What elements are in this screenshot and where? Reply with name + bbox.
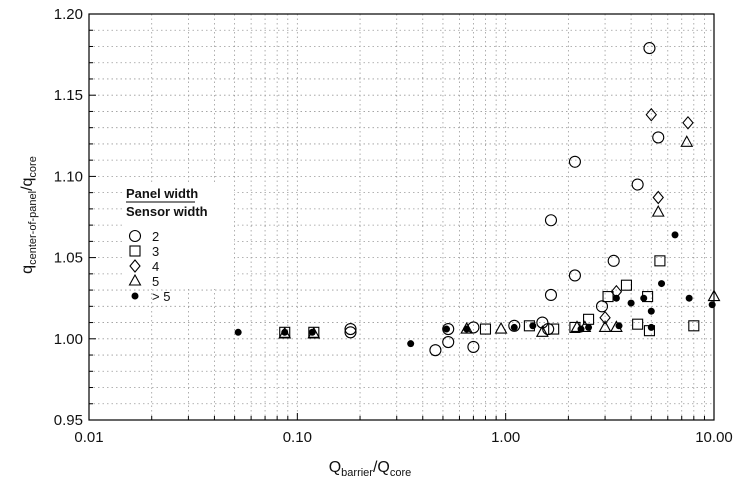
data-point-square [620,279,633,291]
y-tick-label: 1.20 [54,6,83,23]
data-point-dot [281,328,289,336]
legend-title-line1: Panel width [126,186,198,201]
data-point-square [479,323,492,335]
data-point-dot [685,294,693,302]
legend-label: 2 [152,229,159,244]
data-point-circle [652,131,665,144]
legend-marker-dot [131,292,139,300]
y-tick-label: 1.15 [54,87,83,104]
data-point-dot [627,299,635,307]
data-point-circle [442,335,455,349]
legend-label: 5 [152,274,159,289]
y-tick-label: 1.05 [54,250,83,267]
data-point-dot [234,328,242,336]
data-point-triangle [535,325,549,337]
data-point-circle [508,319,521,332]
legend-marker-circle [128,229,142,243]
x-tick-label: 10.00 [695,429,733,446]
data-point-triangle [707,289,721,302]
data-point-dot [585,323,593,331]
data-point-circle [344,323,357,336]
y-tick-label: 0.95 [54,412,83,429]
data-point-dot [647,307,655,315]
data-point-circle [643,42,656,55]
legend-marker-triangle [128,273,142,286]
data-point-circle [429,344,442,357]
axis-ticks [88,13,715,421]
data-point-dot [640,294,648,302]
data-point-circle [544,288,558,302]
y-tick-label: 1.10 [54,168,83,185]
data-point-dot [443,325,451,333]
data-point-dot [577,325,585,333]
data-point-circle [344,326,357,339]
y-axis-label: qcenter-of-panel/qcore [19,156,39,274]
data-point-square [632,318,644,330]
y-tick-label: 1.00 [54,331,83,348]
data-point-triangle [598,320,612,332]
data-point-diamond [645,107,658,122]
data-point-dot [529,322,537,330]
data-point-dot [463,325,471,333]
data-point-dot [671,231,679,239]
data-point-triangle [651,204,665,217]
data-point-circle [544,214,558,227]
data-point-dot [612,294,620,302]
data-point-dot [510,323,518,331]
data-points [234,42,721,357]
plot-frame [88,13,715,421]
data-point-diamond [682,115,694,130]
data-point-square [602,291,614,303]
legend-label: > 5 [152,289,170,304]
legend-label: 4 [152,259,159,274]
x-tick-label: 1.00 [491,429,520,446]
data-point-dot [407,340,415,348]
data-point-square [688,320,700,332]
data-point-circle [467,340,480,353]
data-point-dot [708,301,716,309]
data-point-circle [442,323,455,336]
data-point-circle [607,254,620,267]
data-point-diamond [652,190,664,205]
x-tick-label: 0.10 [283,429,312,446]
data-point-dot [647,323,655,331]
x-tick-label: 0.01 [74,429,103,446]
data-point-diamond [599,310,611,325]
data-point-circle [595,300,609,313]
legend-title-line2: Sensor width [126,204,208,219]
data-point-dot [658,280,666,288]
data-point-dot [308,328,316,336]
x-axis-label: Qbarrier/Qcore [329,459,412,479]
legend-marker-diamond [129,259,141,273]
data-point-dot [615,322,623,330]
data-point-circle [568,269,581,282]
data-point-circle [568,155,581,168]
legend-label: 3 [152,244,159,259]
legend-marker-square [129,245,141,257]
data-point-triangle [494,321,508,334]
data-point-square [548,323,560,335]
data-point-square [654,255,666,267]
data-point-circle [631,178,644,191]
data-point-triangle [680,135,694,147]
